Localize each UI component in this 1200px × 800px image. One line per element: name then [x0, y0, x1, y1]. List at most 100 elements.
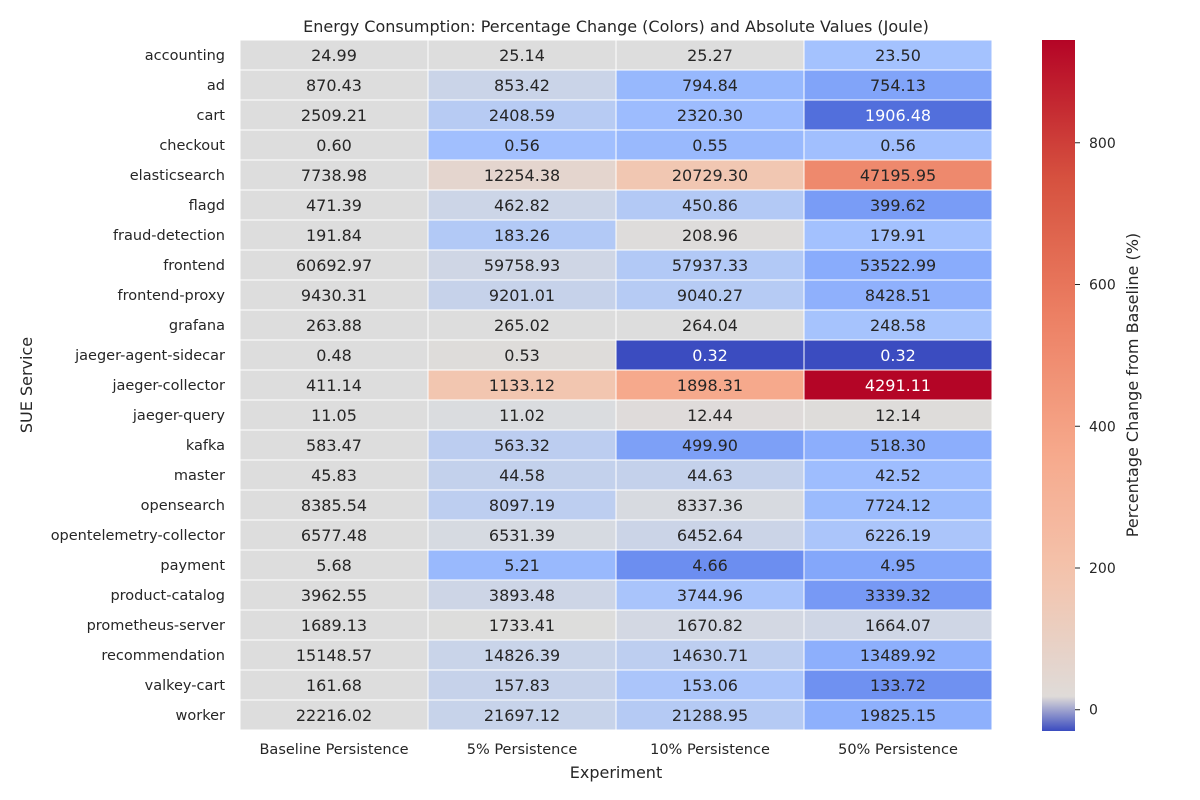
heatmap-cell: [427, 39, 617, 71]
row-label: cart: [196, 108, 225, 124]
heatmap-cell: [239, 159, 429, 191]
cell-value-label: 9201.01: [489, 286, 555, 305]
x-axis-label: Experiment: [570, 763, 662, 782]
cell-value-label: 14826.39: [484, 646, 560, 665]
cell-value-label: 0.55: [692, 136, 728, 155]
cell-value-label: 8337.36: [677, 496, 743, 515]
heatmap-cell: [615, 459, 805, 491]
cell-value-label: 0.32: [880, 346, 916, 365]
cell-value-label: 754.13: [870, 76, 926, 95]
heatmap-cell: [239, 249, 429, 281]
heatmap-cell: [803, 279, 993, 311]
cell-value-label: 583.47: [306, 436, 362, 455]
cell-value-label: 1733.41: [489, 616, 555, 635]
heatmap-cell: [239, 429, 429, 461]
cell-value-label: 563.32: [494, 436, 550, 455]
row-label: jaeger-collector: [111, 378, 225, 394]
cell-value-label: 161.68: [306, 676, 362, 695]
heatmap-cell: [427, 189, 617, 221]
colorbar-label: Percentage Change from Baseline (%): [1123, 233, 1142, 537]
column-labels: Baseline Persistence 5% Persistence 10% Pe…: [259, 742, 957, 758]
cell-value-label: 24.99: [311, 46, 357, 65]
cell-value-label: 57937.33: [672, 256, 748, 275]
heatmap-cell: [615, 579, 805, 611]
heatmap-cell: [239, 699, 429, 731]
heatmap-cell: [239, 609, 429, 641]
cell-value-label: 15148.57: [296, 646, 372, 665]
cell-value-label: 1689.13: [301, 616, 367, 635]
heatmap-cell: [427, 129, 617, 161]
heatmap-cell: [615, 309, 805, 341]
heatmap-cell: [803, 159, 993, 191]
row-label: frontend-proxy: [118, 288, 226, 304]
row-label: accounting: [145, 48, 225, 64]
column-label: 50% Persistence: [838, 742, 958, 758]
row-label: opensearch: [141, 498, 225, 514]
cell-value-label: 4291.11: [865, 376, 931, 395]
heatmap-cell: [615, 519, 805, 551]
cell-value-label: 11.02: [499, 406, 545, 425]
heatmap-cell: [427, 429, 617, 461]
heatmap-cell: [239, 189, 429, 221]
cell-value-label: 25.14: [499, 46, 545, 65]
row-label: ad: [207, 78, 225, 94]
heatmap-cell: [803, 519, 993, 551]
row-label: payment: [160, 558, 225, 574]
cell-value-label: 44.63: [687, 466, 733, 485]
cell-value-label: 518.30: [870, 436, 926, 455]
heatmap-cell: [615, 159, 805, 191]
cell-value-label: 1898.31: [677, 376, 743, 395]
cell-value-label: 4.66: [692, 556, 728, 575]
heatmap-cell: [615, 339, 805, 371]
colorbar-tick-label: 400: [1089, 419, 1116, 435]
row-label: fraud-detection: [113, 228, 225, 244]
cell-value-label: 11.05: [311, 406, 357, 425]
cell-value-label: 499.90: [682, 436, 738, 455]
cell-value-label: 4.95: [880, 556, 916, 575]
cell-value-label: 5.68: [316, 556, 352, 575]
heatmap-cell: [615, 699, 805, 731]
cell-value-label: 9040.27: [677, 286, 743, 305]
cell-value-label: 60692.97: [296, 256, 372, 275]
cell-value-label: 1670.82: [677, 616, 743, 635]
cell-value-label: 6577.48: [301, 526, 367, 545]
heatmap-cell: [803, 579, 993, 611]
heatmap-cell: [239, 489, 429, 521]
cell-value-label: 3962.55: [301, 586, 367, 605]
heatmap-cell: [803, 219, 993, 251]
row-label: opentelemetry-collector: [51, 528, 225, 544]
heatmap-cell: [427, 579, 617, 611]
cell-value-label: 263.88: [306, 316, 362, 335]
heatmap-cell: [615, 369, 805, 401]
cell-value-label: 0.48: [316, 346, 352, 365]
heatmap-cell: [803, 369, 993, 401]
cell-value-label: 1133.12: [489, 376, 555, 395]
row-labels: accounting ad cart checkout elasticsearch fla…: [51, 48, 226, 724]
heatmap-cell: [615, 219, 805, 251]
cell-value-label: 153.06: [682, 676, 738, 695]
heatmap-cell: [803, 429, 993, 461]
heatmap-cell: [803, 699, 993, 731]
cell-value-label: 59758.93: [484, 256, 560, 275]
cell-value-label: 19825.15: [860, 706, 936, 725]
heatmap-cell: [427, 609, 617, 641]
heatmap-cell: [803, 489, 993, 521]
cell-value-label: 8097.19: [489, 496, 555, 515]
heatmap-cell: [615, 639, 805, 671]
colorbar-tick-label: 600: [1089, 278, 1116, 294]
heatmap-cell: [239, 369, 429, 401]
cell-value-label: 183.26: [494, 226, 550, 245]
heatmap-cell: [427, 369, 617, 401]
heatmap-cells: 24.99 25.14 25.27 23.50 870.43 853.42 794.84 75…: [239, 39, 993, 731]
cell-value-label: 22216.02: [296, 706, 372, 725]
cell-value-label: 0.56: [504, 136, 540, 155]
cell-value-label: 2320.30: [677, 106, 743, 125]
column-label: 10% Persistence: [650, 742, 770, 758]
colorbar-gradient: [1042, 40, 1075, 731]
cell-value-label: 179.91: [870, 226, 926, 245]
heatmap-cell: [803, 99, 993, 131]
cell-value-label: 12.14: [875, 406, 921, 425]
heatmap-cell: [239, 639, 429, 671]
row-label: flagd: [189, 198, 225, 214]
